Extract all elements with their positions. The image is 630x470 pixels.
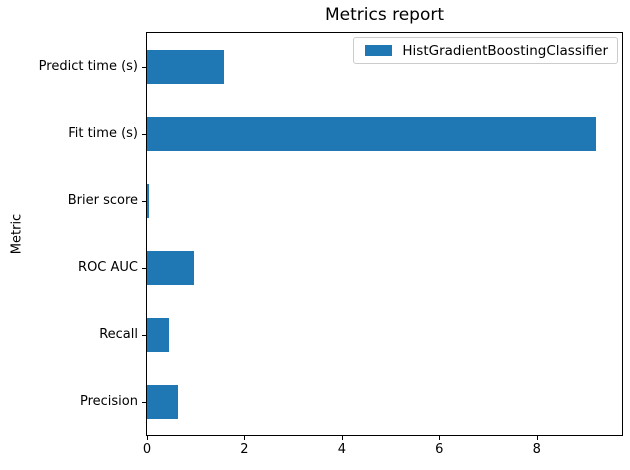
x-tick-label: 4 — [337, 442, 346, 457]
y-tick-mark — [142, 267, 146, 269]
chart-title: Metrics report — [324, 5, 445, 25]
x-tick-mark — [439, 436, 441, 440]
y-tick-label: Brier score — [67, 192, 138, 208]
y-tick-label: ROC AUC — [78, 259, 138, 275]
y-tick-mark — [142, 334, 146, 336]
legend-swatch-icon — [365, 45, 393, 56]
y-tick-label: Precision — [79, 393, 138, 409]
x-tick-label: 8 — [532, 442, 541, 457]
plot-area — [146, 32, 623, 436]
bar — [147, 250, 195, 285]
bar — [147, 384, 179, 419]
y-tick-label: Fit time (s) — [68, 125, 138, 141]
y-tick-mark — [142, 66, 146, 68]
legend-label: HistGradientBoostingClassifier — [402, 42, 608, 59]
x-tick-mark — [147, 436, 148, 440]
bar — [147, 49, 224, 84]
y-tick-label: Recall — [99, 326, 138, 342]
y-tick-mark — [142, 401, 146, 403]
x-tick-label: 0 — [142, 442, 152, 457]
x-tick-mark — [244, 436, 246, 440]
bar — [147, 317, 170, 352]
y-tick-mark — [142, 133, 146, 135]
x-tick-mark — [341, 436, 343, 440]
y-tick-label: Predict time (s) — [38, 58, 138, 74]
x-tick-mark — [536, 436, 538, 440]
y-tick-mark — [142, 200, 146, 202]
bar — [147, 116, 596, 151]
legend: HistGradientBoostingClassifier — [353, 37, 618, 64]
x-tick-label: 6 — [435, 442, 444, 457]
y-axis-label: Metric — [9, 213, 25, 255]
x-tick-label: 2 — [240, 442, 249, 457]
bar — [147, 183, 149, 218]
